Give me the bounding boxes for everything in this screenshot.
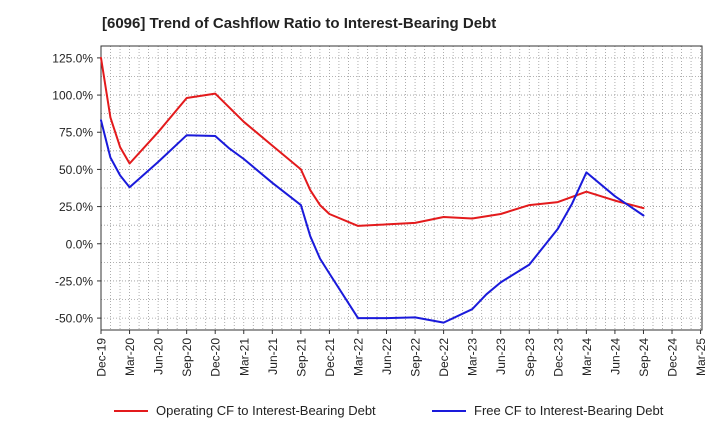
legend-swatch-operating-cf (114, 409, 148, 412)
y-tick-label: 100.0% (52, 89, 93, 103)
x-tick-label: Dec-19 (95, 338, 109, 377)
x-tick-label: Mar-23 (466, 338, 480, 376)
x-tick-label: Sep-24 (637, 338, 651, 377)
x-tick-label: Sep-20 (180, 338, 194, 377)
x-tick-label: Jun-20 (152, 338, 166, 375)
x-tick-label: Sep-22 (409, 338, 423, 377)
y-tick-label: 0.0% (66, 237, 94, 251)
x-tick-label: Sep-21 (294, 338, 308, 377)
legend-swatch-free-cf (432, 409, 466, 412)
y-tick-label: -25.0% (55, 274, 93, 288)
x-tick-label: Dec-21 (323, 338, 337, 377)
x-tick-label: Mar-21 (237, 338, 251, 376)
chart-title: [6096] Trend of Cashflow Ratio to Intere… (102, 15, 497, 32)
y-tick-label: -50.0% (55, 312, 93, 326)
x-tick-label: Mar-20 (123, 338, 137, 376)
legend-label-free-cf: Free CF to Interest-Bearing Debt (474, 403, 664, 418)
x-tick-label: Mar-24 (580, 338, 594, 376)
x-tick-label: Dec-23 (551, 338, 565, 377)
y-tick-label: 50.0% (59, 163, 93, 177)
x-tick-label: Mar-22 (351, 338, 365, 376)
legend-item-free-cf: Free CF to Interest-Bearing Debt (432, 403, 663, 418)
x-tick-label: Mar-25 (694, 338, 708, 376)
x-tick-label: Dec-24 (666, 338, 680, 377)
series-line-free-cf (100, 119, 645, 324)
x-tick-label: Jun-24 (608, 338, 622, 375)
x-tick-label: Dec-20 (209, 338, 223, 377)
x-tick-label: Jun-23 (494, 338, 508, 375)
x-tick-label: Sep-23 (523, 338, 537, 377)
plot-area-frame (100, 45, 703, 331)
y-tick-label: 25.0% (59, 200, 93, 214)
y-tick-label: 75.0% (59, 126, 93, 140)
x-tick-label: Dec-22 (437, 338, 451, 377)
series-line-operating-cf (100, 56, 645, 227)
legend-item-operating-cf: Operating CF to Interest-Bearing Debt (114, 403, 376, 418)
y-tick-label: 125.0% (52, 51, 93, 65)
legend: Operating CF to Interest-Bearing Debt Fr… (0, 403, 720, 427)
x-tick-label: Jun-22 (380, 338, 394, 375)
legend-label-operating-cf: Operating CF to Interest-Bearing Debt (156, 403, 376, 418)
x-tick-label: Jun-21 (266, 338, 280, 375)
